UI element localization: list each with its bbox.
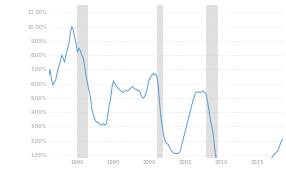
Bar (206, 5, 218, 158)
Bar (157, 5, 163, 158)
Bar (78, 5, 88, 158)
